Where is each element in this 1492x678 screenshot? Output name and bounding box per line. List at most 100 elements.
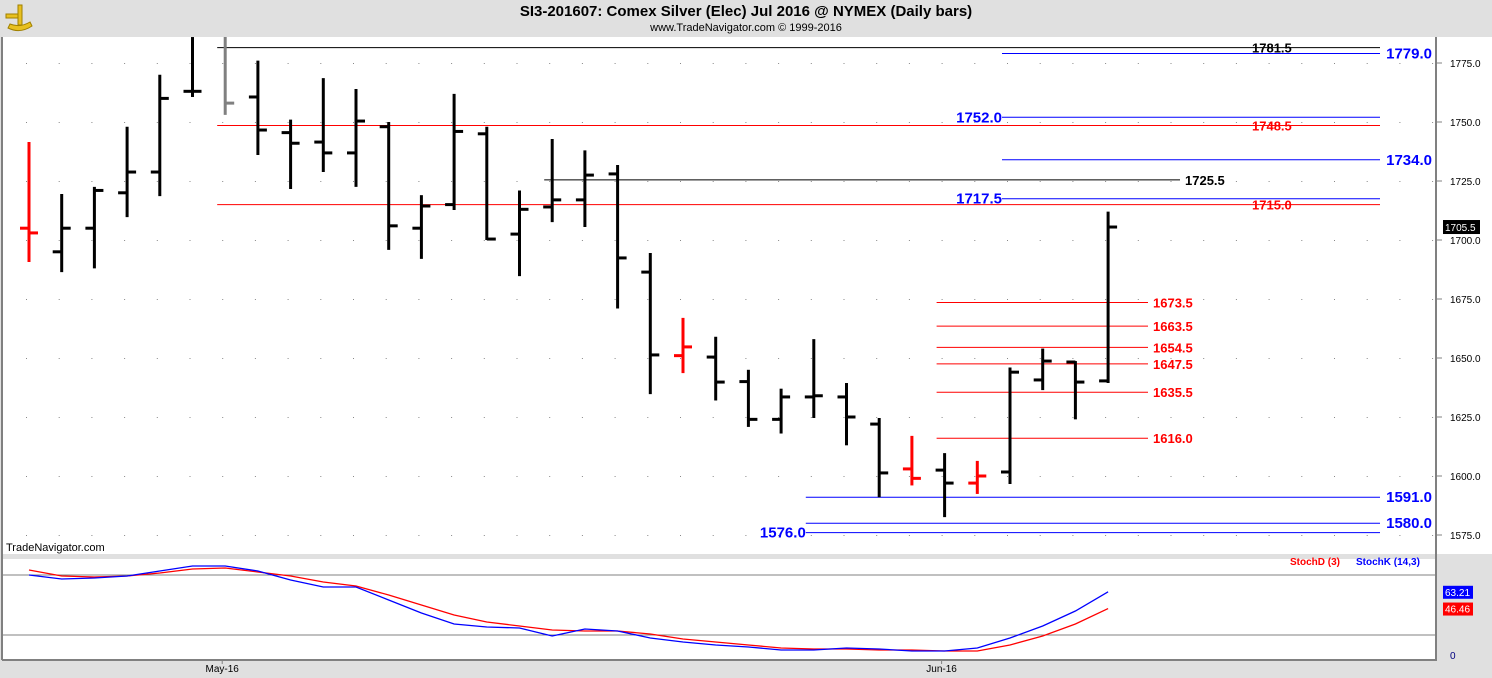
grid-dot xyxy=(549,299,551,300)
grid-dot xyxy=(254,181,256,182)
grid-dot xyxy=(156,535,158,536)
grid-dot xyxy=(745,535,747,536)
grid-dot xyxy=(91,417,93,418)
grid-dot xyxy=(1105,63,1107,64)
grid-dot xyxy=(189,535,191,536)
grid-dot xyxy=(287,535,289,536)
grid-dot xyxy=(1399,535,1401,536)
grid-dot xyxy=(1235,122,1237,123)
grid-dot xyxy=(26,122,27,123)
grid-dot xyxy=(1334,299,1335,300)
grid-dot xyxy=(1203,181,1205,182)
grid-dot xyxy=(778,299,780,300)
grid-dot xyxy=(418,535,420,536)
grid-dot xyxy=(843,476,845,477)
grid-dot xyxy=(483,122,485,123)
grid-dot xyxy=(974,63,976,64)
grid-dot xyxy=(1366,535,1368,536)
grid-dot xyxy=(549,240,551,241)
level-label: 1576.0 xyxy=(760,525,806,542)
grid-dot xyxy=(156,417,158,418)
x-tick-label: May-16 xyxy=(206,664,240,675)
grid-dot xyxy=(549,358,551,359)
grid-dot xyxy=(222,476,224,477)
grid-dot xyxy=(941,240,943,241)
grid-dot xyxy=(680,476,681,477)
grid-dot xyxy=(287,63,289,64)
grid-dot xyxy=(1399,122,1401,123)
grid-dot xyxy=(418,240,420,241)
grid-dot xyxy=(908,417,910,418)
grid-dot xyxy=(1170,358,1172,359)
grid-dot xyxy=(418,417,420,418)
grid-dot xyxy=(680,122,681,123)
grid-dot xyxy=(516,417,518,418)
grid-dot xyxy=(516,240,518,241)
grid-dot xyxy=(1203,476,1205,477)
grid-dot xyxy=(287,358,289,359)
grid-dot xyxy=(810,358,812,359)
grid-dot xyxy=(483,476,485,477)
grid-dot xyxy=(908,63,910,64)
grid-dot xyxy=(1039,122,1041,123)
grid-dot xyxy=(483,181,485,182)
grid-dot xyxy=(1105,417,1107,418)
grid-dot xyxy=(647,299,649,300)
grid-dot xyxy=(1366,476,1368,477)
grid-dot xyxy=(189,358,191,359)
grid-dot xyxy=(58,358,60,359)
grid-dot xyxy=(1399,240,1401,241)
grid-dot xyxy=(680,535,681,536)
grid-dot xyxy=(1432,535,1434,536)
grid-dot xyxy=(451,122,453,123)
grid-dot xyxy=(124,476,126,477)
grid-dot xyxy=(26,535,27,536)
grid-dot xyxy=(908,181,910,182)
grid-dot xyxy=(745,299,747,300)
grid-dot xyxy=(647,240,649,241)
grid-dot xyxy=(876,240,878,241)
grid-dot xyxy=(1105,535,1107,536)
grid-dot xyxy=(451,358,453,359)
grid-dot xyxy=(483,417,485,418)
grid-dot xyxy=(1366,240,1368,241)
grid-dot xyxy=(1301,476,1303,477)
grid-dot xyxy=(418,476,420,477)
grid-dot xyxy=(418,181,420,182)
grid-dot xyxy=(1268,358,1270,359)
grid-dot xyxy=(287,122,289,123)
stoch-line-k xyxy=(28,565,1109,652)
level-label: 1635.5 xyxy=(1153,385,1193,400)
grid-dot xyxy=(810,63,812,64)
grid-dot xyxy=(353,417,354,418)
grid-dot xyxy=(1268,535,1270,536)
grid-dot xyxy=(778,240,780,241)
grid-dot xyxy=(843,535,845,536)
grid-dot xyxy=(320,417,322,418)
grid-dot xyxy=(614,299,616,300)
grid-dot xyxy=(124,63,126,64)
grid-dot xyxy=(974,417,976,418)
grid-dot xyxy=(451,181,453,182)
grid-dot xyxy=(680,299,681,300)
grid-dot xyxy=(58,63,60,64)
grid-dot xyxy=(353,240,354,241)
grid-dot xyxy=(1268,122,1270,123)
grid-dot xyxy=(222,63,224,64)
grid-dot xyxy=(91,240,93,241)
grid-dot xyxy=(843,417,845,418)
price-axis xyxy=(1436,37,1492,554)
last-price-box xyxy=(1443,220,1480,235)
grid-dot xyxy=(189,417,191,418)
grid-dot xyxy=(1072,358,1074,359)
grid-dot xyxy=(1334,476,1335,477)
level-label: 1752.0 xyxy=(956,109,1002,126)
grid-dot xyxy=(1039,299,1041,300)
grid-dot xyxy=(908,240,910,241)
grid-dot xyxy=(1432,358,1434,359)
grid-dot xyxy=(876,417,878,418)
grid-dot xyxy=(647,417,649,418)
grid-dot xyxy=(1432,63,1434,64)
grid-dot xyxy=(1072,63,1074,64)
